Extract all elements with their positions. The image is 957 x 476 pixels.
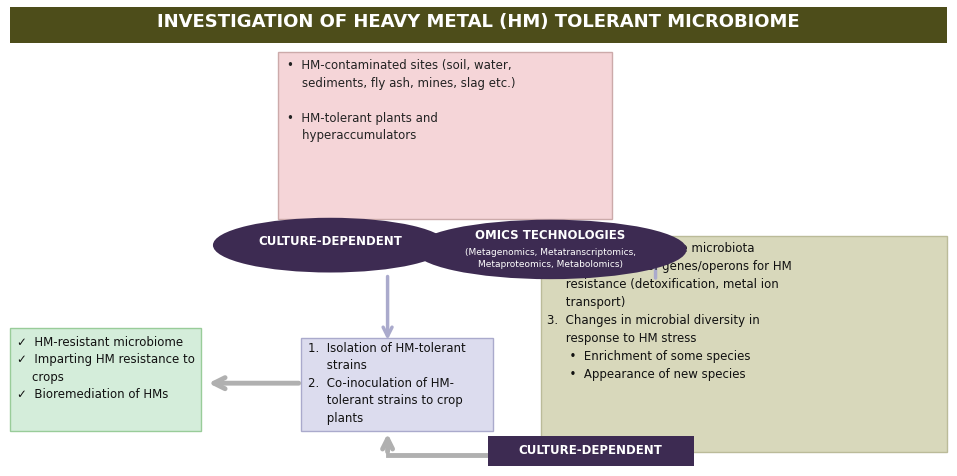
Text: CULTURE-DEPENDENT: CULTURE-DEPENDENT [258, 235, 402, 248]
FancyBboxPatch shape [541, 236, 947, 452]
FancyBboxPatch shape [278, 52, 612, 219]
Text: •  HM-contaminated sites (soil, water,
    sediments, fly ash, mines, slag etc.): • HM-contaminated sites (soil, water, se… [287, 60, 516, 142]
Text: OMICS TECHNOLOGIES: OMICS TECHNOLOGIES [475, 228, 626, 242]
Text: 1.  Isolation of HM-tolerant
     strains
2.  Co-inoculation of HM-
     toleran: 1. Isolation of HM-tolerant strains 2. C… [308, 342, 466, 425]
FancyBboxPatch shape [10, 328, 201, 431]
FancyBboxPatch shape [488, 436, 694, 466]
Ellipse shape [413, 220, 687, 279]
Text: (Metagenomics, Metatranscriptomics,
Metaproteomics, Metabolomics): (Metagenomics, Metatranscriptomics, Meta… [465, 248, 635, 268]
Text: ✓  HM-resistant microbiome
✓  Imparting HM resistance to
    crops
✓  Bioremedia: ✓ HM-resistant microbiome ✓ Imparting HM… [17, 336, 195, 401]
FancyBboxPatch shape [10, 7, 947, 43]
Ellipse shape [212, 218, 448, 272]
Text: 1.  Identification of core microbiota
2.  Identification of genes/operons for HM: 1. Identification of core microbiota 2. … [547, 242, 792, 381]
Text: CULTURE-DEPENDENT: CULTURE-DEPENDENT [519, 444, 662, 457]
Text: INVESTIGATION OF HEAVY METAL (HM) TOLERANT MICROBIOME: INVESTIGATION OF HEAVY METAL (HM) TOLERA… [157, 13, 800, 31]
FancyBboxPatch shape [301, 338, 493, 431]
